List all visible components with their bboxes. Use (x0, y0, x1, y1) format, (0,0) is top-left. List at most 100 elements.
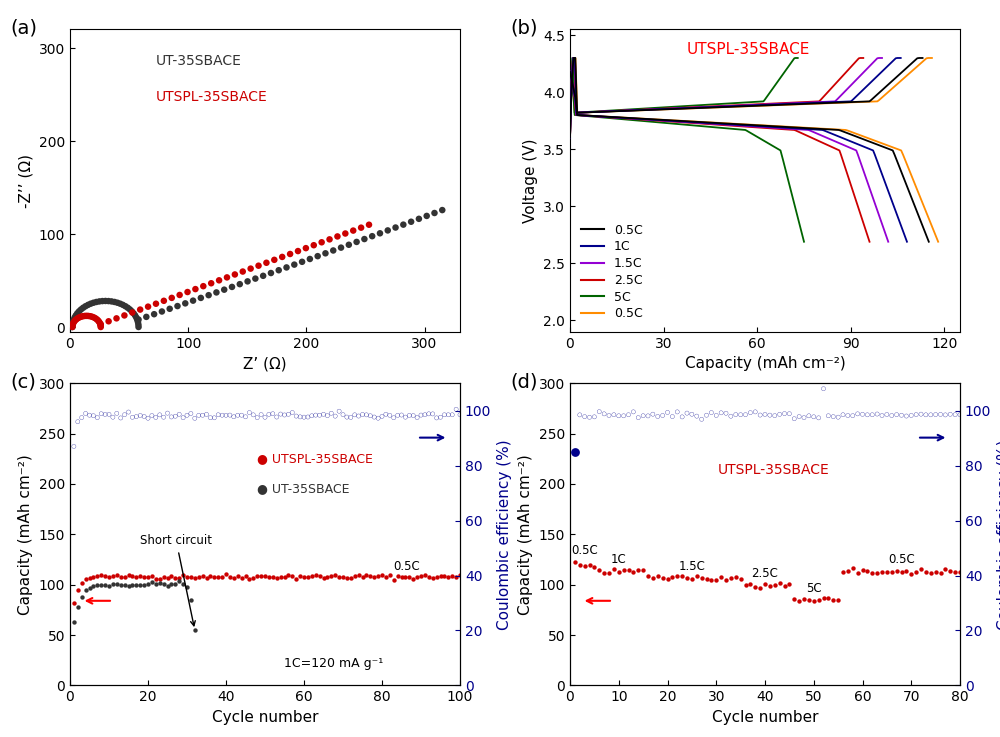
Point (621, 565, 637, 576)
Point (830, 411, 846, 423)
Point (366, 411, 382, 423)
Point (167, 578, 183, 590)
Point (109, 312, 125, 324)
Point (601, 567, 617, 579)
Point (85, 570, 101, 582)
Point (290, 245, 306, 257)
Point (703, 407, 719, 419)
Point (140, 301, 156, 312)
Point (432, 411, 448, 423)
Point (316, 572, 332, 584)
Point (820, 410, 836, 422)
Point (409, 571, 425, 583)
Point (109, 579, 125, 590)
Point (81, 581, 98, 593)
Point (645, 408, 661, 420)
Point (582, 559, 598, 571)
Point (942, 565, 958, 577)
Point (144, 570, 160, 582)
Point (397, 411, 413, 423)
Point (308, 570, 324, 581)
Point (64, 321, 80, 333)
Point (937, 563, 953, 575)
Y-axis label: Coulombic efficiency (%): Coulombic efficiency (%) (997, 439, 1000, 629)
Point (97, 408, 113, 420)
Point (152, 578, 168, 590)
Point (296, 571, 312, 583)
Point (757, 408, 773, 420)
Point (689, 411, 705, 422)
Point (382, 569, 398, 581)
Point (105, 570, 121, 581)
Point (183, 408, 199, 419)
Point (292, 570, 308, 582)
Point (65, 318, 81, 330)
Point (679, 408, 695, 419)
Point (370, 570, 386, 582)
Point (253, 570, 269, 581)
Point (339, 411, 355, 423)
Point (425, 408, 441, 420)
Point (131, 314, 147, 326)
Point (274, 251, 290, 263)
Point (316, 408, 332, 420)
Point (869, 408, 885, 420)
Point (261, 408, 277, 420)
Point (85, 410, 101, 422)
Point (394, 570, 410, 582)
Point (187, 573, 203, 584)
Point (65, 318, 81, 330)
Point (198, 408, 215, 420)
Point (339, 572, 355, 584)
Point (323, 408, 339, 419)
Point (898, 410, 914, 422)
Point (835, 409, 851, 421)
Point (333, 242, 349, 254)
Point (128, 571, 144, 583)
Point (202, 570, 218, 582)
Point (733, 573, 749, 584)
Point (91, 315, 107, 327)
Point (279, 262, 295, 273)
Point (126, 307, 142, 319)
Point (140, 571, 156, 583)
Point (645, 572, 661, 584)
Point (694, 572, 710, 584)
Point (908, 566, 924, 578)
Point (317, 248, 333, 259)
Point (104, 296, 120, 307)
Point (66, 314, 82, 326)
Point (195, 280, 211, 292)
Point (791, 411, 807, 422)
Y-axis label: Coulombic efficiency (%): Coulombic efficiency (%) (497, 439, 512, 629)
Point (120, 302, 136, 314)
Point (258, 257, 274, 269)
Text: ● UTSPL-35SBACE: ● UTSPL-35SBACE (257, 452, 373, 465)
Point (238, 411, 254, 423)
Text: UTSPL-35SBACE: UTSPL-35SBACE (718, 463, 830, 477)
Point (405, 573, 421, 585)
Point (91, 296, 107, 307)
Point (298, 242, 314, 254)
Point (152, 573, 168, 584)
Text: UT-35SBACE: UT-35SBACE (156, 54, 242, 68)
Point (235, 265, 251, 277)
Point (440, 571, 456, 583)
Point (74, 412, 90, 424)
Point (738, 409, 754, 421)
Point (122, 304, 138, 315)
Point (786, 593, 802, 604)
Point (154, 306, 170, 318)
Point (723, 572, 739, 584)
Point (78, 408, 94, 419)
Point (952, 566, 968, 578)
Point (113, 579, 129, 590)
Point (146, 308, 162, 320)
Point (79, 310, 95, 322)
Point (94, 296, 110, 307)
Point (796, 593, 812, 604)
Point (708, 574, 724, 586)
Point (830, 595, 846, 607)
Point (349, 236, 365, 248)
Point (630, 412, 646, 424)
